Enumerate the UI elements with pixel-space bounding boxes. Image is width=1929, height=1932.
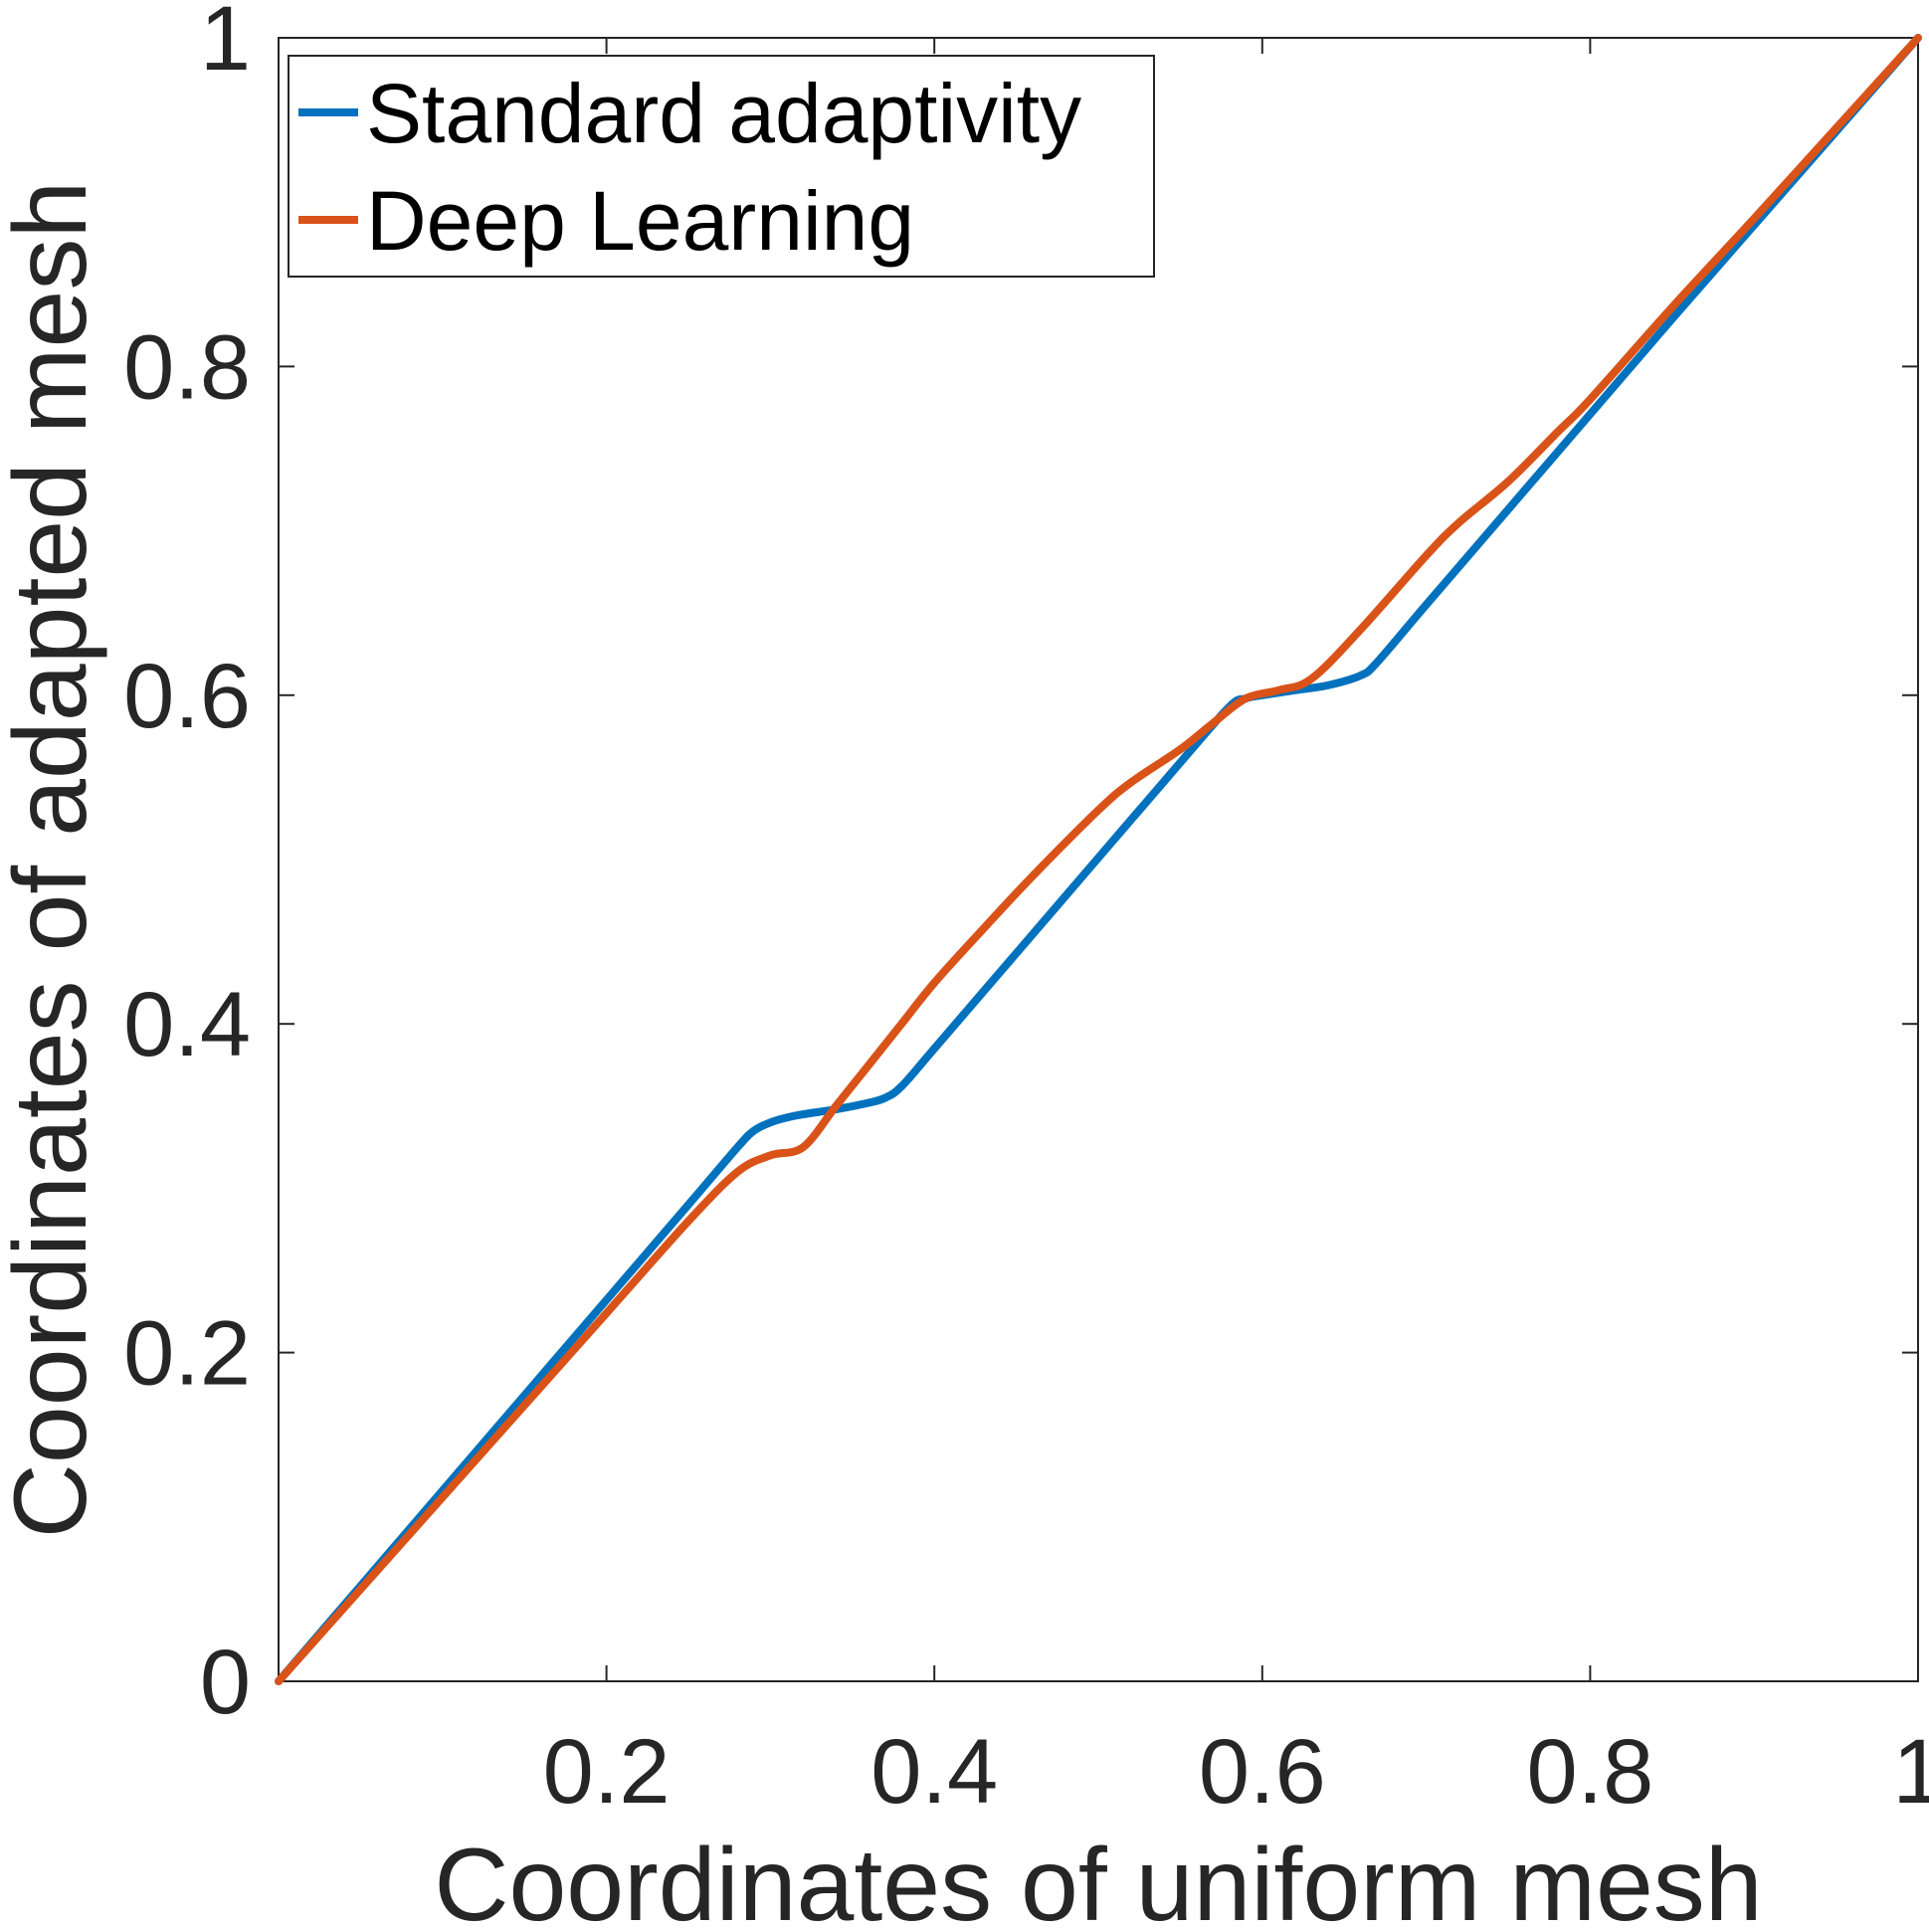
axes-frame — [278, 37, 1919, 1682]
x-tick-label: 0.8 — [1526, 1721, 1653, 1823]
legend-box — [288, 55, 1155, 278]
x-tick-label: 1 — [1892, 1721, 1929, 1823]
y-tick-label: 1 — [200, 0, 251, 90]
y-tick-label: 0 — [200, 1632, 251, 1733]
x-axis-label: Coordinates of uniform mesh — [434, 1828, 1762, 1932]
x-tick-label: 0.6 — [1199, 1721, 1326, 1823]
series-line-deep-learning — [275, 34, 1922, 1685]
series-line-standard-adaptivity — [275, 34, 1922, 1685]
legend: Standard adaptivity Deep Learning — [288, 55, 1155, 278]
y-tick-label: 0.6 — [123, 646, 251, 747]
x-tick-label: 0.4 — [870, 1721, 998, 1823]
series-lines — [275, 34, 1922, 1685]
y-tick-label: 0.2 — [123, 1303, 251, 1405]
y-tick-label: 0.8 — [123, 316, 251, 418]
x-axis-ticks: 0.2 0.4 0.6 0.8 1 — [543, 38, 1929, 1823]
y-tick-label: 0.4 — [123, 974, 251, 1075]
plot-box — [278, 37, 1919, 1682]
legend-entry-label: Standard adaptivity — [366, 67, 1081, 160]
y-axis-label: Coordinates of adapted mesh — [0, 181, 108, 1538]
legend-entry-label: Deep Learning — [366, 174, 914, 268]
x-tick-label: 0.2 — [543, 1721, 671, 1823]
y-axis-ticks: 0 0.2 0.4 0.6 0.8 1 — [123, 0, 1918, 1733]
